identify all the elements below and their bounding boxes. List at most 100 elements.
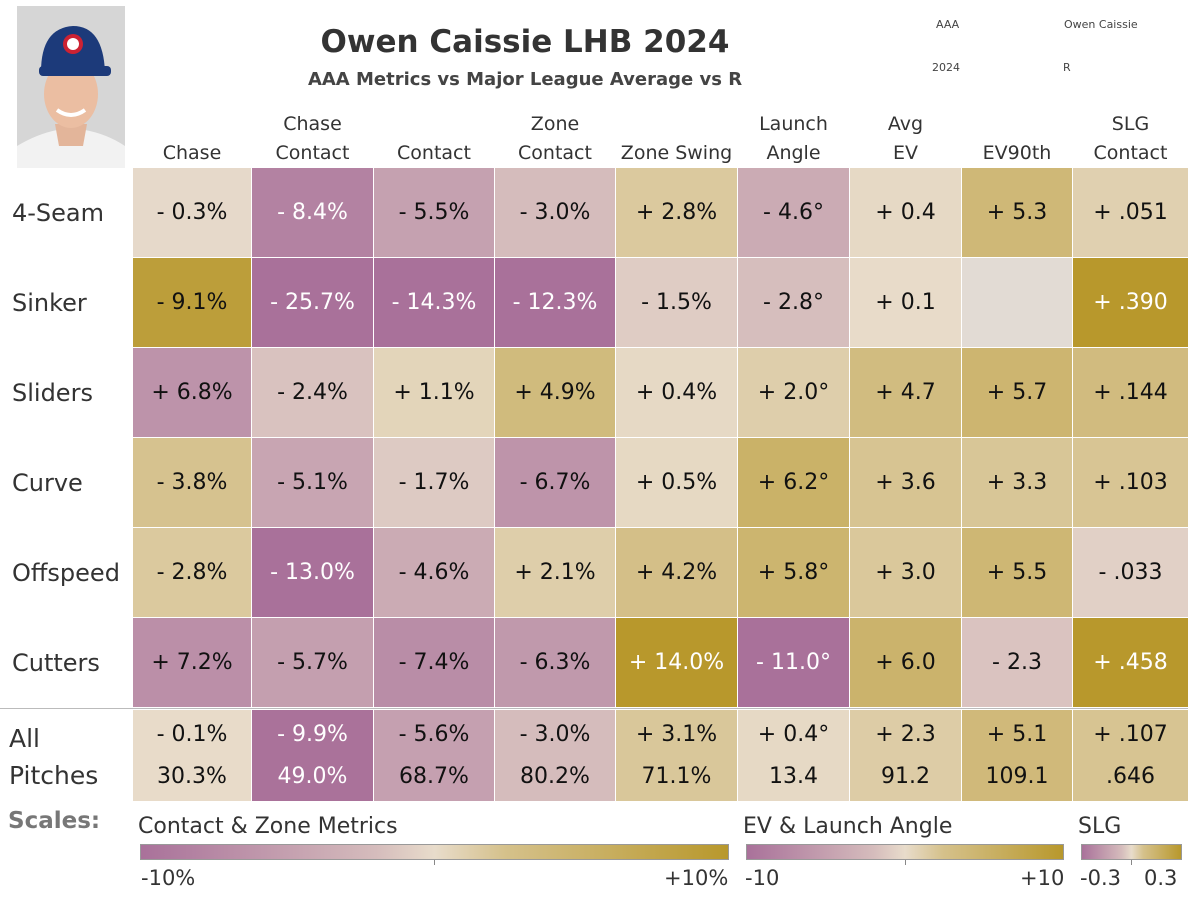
heatmap-cell: + 5.3 xyxy=(962,168,1072,257)
heatmap-cell: + 4.9% xyxy=(495,348,615,437)
all-pitches-cell: + 0.4° 13.4 xyxy=(738,710,849,801)
all-pitches-label: All Pitches xyxy=(9,724,99,790)
scale-max-slg: 0.3 xyxy=(1144,866,1178,890)
heatmap-cell: + .390 xyxy=(1073,258,1188,347)
heatmap-cell: - 1.5% xyxy=(616,258,737,347)
player-headshot-image xyxy=(17,6,125,168)
scale-bar-slg xyxy=(1081,844,1182,860)
heatmap-cell: - 3.0% xyxy=(495,168,615,257)
heatmap-cell: + 2.1% xyxy=(495,528,615,617)
all-pitches-diff: + 5.1 xyxy=(986,722,1048,748)
all-pitches-cell: - 3.0% 80.2% xyxy=(495,710,615,801)
chart-subtitle: AAA Metrics vs Major League Average vs R xyxy=(307,69,743,90)
heatmap-cell: + 3.3 xyxy=(962,438,1072,527)
column-header: Chase Contact xyxy=(275,113,350,164)
heatmap-cell: - 11.0° xyxy=(738,618,849,707)
all-pitches-diff: - 9.9% xyxy=(277,722,348,748)
heatmap-cell: + 6.0 xyxy=(850,618,961,707)
row-header: Sliders xyxy=(12,378,93,407)
column-header: Avg EV xyxy=(887,113,924,164)
all-pitches-diff: + 0.4° xyxy=(757,722,830,748)
heatmap-cell: - 12.3% xyxy=(495,258,615,347)
heatmap-cell: + 0.5% xyxy=(616,438,737,527)
all-pitches-cell: - 0.1% 30.3% xyxy=(133,710,251,801)
all-pitches-actual: 71.1% xyxy=(641,763,712,789)
heatmap-cell: + .144 xyxy=(1073,348,1188,437)
heatmap-cell: - 5.1% xyxy=(252,438,373,527)
heatmap-cell: - 5.5% xyxy=(374,168,494,257)
all-pitches-separator xyxy=(0,708,1188,709)
column-header: Contact xyxy=(397,142,471,164)
heatmap-cell: - .033 xyxy=(1073,528,1188,617)
heatmap-cell: - 6.3% xyxy=(495,618,615,707)
column-header: Chase xyxy=(162,142,222,164)
heatmap-cell: - 4.6% xyxy=(374,528,494,617)
heatmap-cell: - 5.7% xyxy=(252,618,373,707)
all-pitches-cell: - 5.6% 68.7% xyxy=(374,710,494,801)
heatmap-cell: - 3.8% xyxy=(133,438,251,527)
all-pitches-diff: - 0.1% xyxy=(156,722,228,748)
heatmap-cell: + 4.7 xyxy=(850,348,961,437)
heatmap-cell: + 4.2% xyxy=(616,528,737,617)
heatmap-cell: + 2.8% xyxy=(616,168,737,257)
chart-title: Owen Caissie LHB 2024 xyxy=(320,24,730,60)
all-pitches-diff: + .107 xyxy=(1093,722,1168,748)
heatmap-cell: + 1.1% xyxy=(374,348,494,437)
scale-min-contact-zone: -10% xyxy=(141,866,196,890)
heatmap-cell: + 0.4 xyxy=(850,168,961,257)
player-photo xyxy=(17,6,125,168)
scale-label-ev-launch: EV & Launch Angle xyxy=(743,814,953,839)
heatmap-cell: - 8.4% xyxy=(252,168,373,257)
row-header: Curve xyxy=(12,468,83,497)
heatmap-cell: - 2.8° xyxy=(738,258,849,347)
scale-tick-slg xyxy=(1131,860,1132,865)
column-header: EV90th xyxy=(982,142,1052,164)
heatmap-cell: - 1.7% xyxy=(374,438,494,527)
heatmap-cell: - 9.1% xyxy=(133,258,251,347)
scale-label-slg: SLG xyxy=(1078,814,1122,839)
all-pitches-cell: + 3.1% 71.1% xyxy=(616,710,737,801)
scale-max-ev-launch: +10 xyxy=(1020,866,1065,890)
all-pitches-diff: + 3.1% xyxy=(635,722,718,748)
all-pitches-actual: 13.4 xyxy=(769,763,818,789)
heatmap-cell: + 3.6 xyxy=(850,438,961,527)
meta-level: AAA xyxy=(936,18,960,31)
column-header: Zone Contact xyxy=(518,113,592,164)
scale-min-ev-launch: -10 xyxy=(745,866,780,890)
heatmap-cell: - 2.3 xyxy=(962,618,1072,707)
meta-hand: R xyxy=(1063,61,1071,74)
row-header: 4-Seam xyxy=(12,198,105,227)
heatmap-cell: - 7.4% xyxy=(374,618,494,707)
all-pitches-cell: + .107 .646 xyxy=(1073,710,1188,801)
row-header: Offspeed xyxy=(12,558,120,587)
scale-min-slg: -0.3 xyxy=(1080,866,1121,890)
heatmap-cell: + 5.7 xyxy=(962,348,1072,437)
heatmap-cell: + 5.5 xyxy=(962,528,1072,617)
heatmap-cell: + 14.0% xyxy=(616,618,737,707)
meta-player: Owen Caissie xyxy=(1064,18,1138,31)
all-pitches-diff: + 2.3 xyxy=(875,722,936,748)
all-pitches-cell: - 9.9% 49.0% xyxy=(252,710,373,801)
all-pitches-diff: - 5.6% xyxy=(398,722,470,748)
heatmap-cell: + .051 xyxy=(1073,168,1188,257)
scale-bar-contact-zone xyxy=(140,844,729,860)
row-header: Sinker xyxy=(12,288,87,317)
scale-bar-ev-launch xyxy=(746,844,1064,860)
scale-tick-ev-launch xyxy=(905,860,906,865)
all-pitches-actual: 49.0% xyxy=(277,763,348,789)
heatmap-cell xyxy=(962,258,1072,347)
heatmap-cell: + 0.1 xyxy=(850,258,961,347)
heatmap-cell: - 0.3% xyxy=(133,168,251,257)
heatmap-cell: - 2.8% xyxy=(133,528,251,617)
row-header: Cutters xyxy=(12,648,100,677)
scales-heading: Scales: xyxy=(8,808,101,834)
heatmap-cell: + 5.8° xyxy=(738,528,849,617)
heatmap-cell: + 2.0° xyxy=(738,348,849,437)
heatmap-cell: - 4.6° xyxy=(738,168,849,257)
heatmap-cell: + 7.2% xyxy=(133,618,251,707)
heatmap-cell: + 6.8% xyxy=(133,348,251,437)
column-header: Launch Angle xyxy=(759,113,828,164)
column-header: SLG Contact xyxy=(1093,113,1168,164)
all-pitches-cell: + 5.1 109.1 xyxy=(962,710,1072,801)
all-pitches-actual: 91.2 xyxy=(881,763,930,789)
